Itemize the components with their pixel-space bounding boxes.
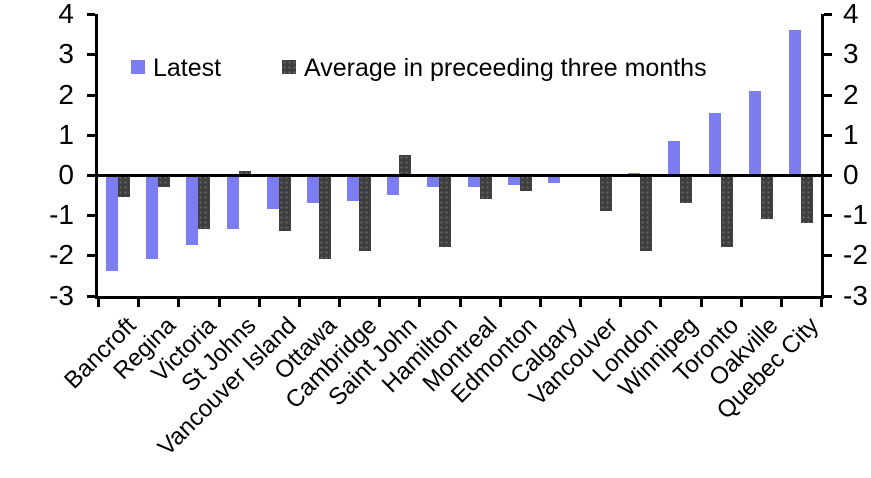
y-tick-label-right: -1 bbox=[843, 199, 868, 231]
y-axis-right bbox=[821, 14, 824, 299]
y-tick-right bbox=[824, 133, 832, 137]
y-tick-right bbox=[824, 254, 832, 258]
x-axis bbox=[95, 296, 824, 299]
bar-average-winnipeg bbox=[680, 175, 693, 204]
bar-latest-london bbox=[628, 172, 641, 175]
bar-average-st-johns bbox=[238, 170, 251, 175]
bar-latest-saint-john bbox=[387, 175, 400, 196]
y-tick-right bbox=[824, 53, 832, 57]
bar-latest-hamilton bbox=[427, 175, 440, 188]
x-tick bbox=[97, 299, 100, 307]
bar-latest-edmonton bbox=[507, 175, 520, 186]
x-tick bbox=[458, 299, 462, 307]
bar-latest-montreal bbox=[467, 175, 480, 188]
bar-latest-st-johns bbox=[226, 175, 239, 230]
bar-average-regina bbox=[158, 175, 171, 188]
bar-average-bancroft bbox=[118, 175, 131, 198]
bar-latest-quebec-city bbox=[788, 30, 801, 175]
bar-latest-vancouver-island bbox=[266, 175, 279, 210]
bar-average-cambridge bbox=[359, 175, 372, 252]
bar-average-vancouver-island bbox=[278, 175, 291, 232]
bar-average-saint-john bbox=[399, 154, 412, 175]
y-tick-label-right: 0 bbox=[843, 159, 859, 190]
x-tick bbox=[579, 299, 582, 307]
x-tick bbox=[297, 299, 301, 307]
x-tick bbox=[418, 299, 422, 307]
x-tick bbox=[177, 299, 181, 307]
zero-line bbox=[95, 174, 824, 177]
bar-latest-calgary bbox=[547, 175, 560, 184]
y-tick-left bbox=[87, 133, 95, 137]
bar-latest-cambridge bbox=[347, 175, 360, 202]
y-tick-left bbox=[87, 53, 95, 57]
bar-average-vancouver bbox=[600, 175, 613, 212]
x-tick bbox=[659, 299, 663, 307]
x-tick bbox=[378, 299, 382, 307]
y-tick-left bbox=[87, 13, 95, 17]
y-tick-right bbox=[824, 174, 832, 177]
x-tick bbox=[619, 299, 623, 307]
bar-latest-oakville bbox=[748, 90, 761, 175]
y-tick-label-left: 3 bbox=[58, 38, 74, 70]
x-tick bbox=[699, 299, 703, 307]
bar-average-victoria bbox=[198, 175, 211, 230]
bar-average-ottawa bbox=[318, 175, 331, 260]
x-tick bbox=[779, 299, 783, 307]
y-tick-right bbox=[824, 214, 832, 218]
bar-average-oakville bbox=[760, 175, 773, 220]
bar-average-london bbox=[640, 175, 653, 252]
bar-latest-toronto bbox=[708, 112, 721, 175]
x-tick bbox=[498, 299, 502, 307]
legend-label-latest: Latest bbox=[153, 54, 222, 82]
y-axis-left bbox=[95, 14, 98, 299]
bar-average-quebec-city bbox=[800, 175, 813, 224]
bar-average-montreal bbox=[479, 175, 492, 200]
y-tick-right bbox=[824, 13, 832, 17]
bar-latest-regina bbox=[146, 175, 159, 260]
x-tick bbox=[137, 299, 141, 307]
bar-average-hamilton bbox=[439, 175, 452, 248]
y-tick-left bbox=[87, 214, 95, 218]
legend-label-average: Average in preceeding three months bbox=[304, 54, 707, 82]
y-tick-label-left: -2 bbox=[49, 239, 74, 271]
y-tick-left bbox=[87, 294, 95, 298]
y-tick-label-right: 3 bbox=[843, 38, 859, 70]
bar-average-toronto bbox=[720, 175, 733, 248]
y-tick-label-left: 0 bbox=[58, 159, 74, 190]
y-tick-label-left: -1 bbox=[49, 199, 74, 231]
x-tick bbox=[739, 299, 743, 307]
legend: Latest Average in preceeding three month… bbox=[0, 54, 871, 84]
y-tick-left bbox=[87, 174, 95, 177]
y-tick-label-left: 1 bbox=[58, 118, 74, 150]
legend-swatch-average-icon bbox=[282, 60, 296, 74]
bar-latest-winnipeg bbox=[668, 140, 681, 175]
y-tick-label-right: 4 bbox=[843, 0, 859, 30]
x-tick bbox=[217, 299, 221, 307]
y-tick-label-right: 2 bbox=[843, 78, 859, 110]
x-tick bbox=[538, 299, 542, 307]
y-tick-label-right: -2 bbox=[843, 239, 868, 271]
y-tick-label-right: -3 bbox=[843, 279, 868, 311]
x-tick bbox=[257, 299, 261, 307]
y-tick-right bbox=[824, 93, 832, 97]
bar-latest-victoria bbox=[186, 175, 199, 246]
legend-swatch-latest-icon bbox=[131, 60, 145, 74]
y-tick-left bbox=[87, 93, 95, 97]
bar-latest-bancroft bbox=[106, 175, 119, 272]
x-tick bbox=[820, 299, 823, 307]
y-tick-left bbox=[87, 254, 95, 258]
y-tick-label-left: 2 bbox=[58, 78, 74, 110]
y-tick-label-left: 4 bbox=[58, 0, 74, 30]
y-tick-label-left: -3 bbox=[49, 279, 74, 311]
bar-latest-ottawa bbox=[306, 175, 319, 204]
y-tick-label-right: 1 bbox=[843, 118, 859, 150]
bar-average-edmonton bbox=[519, 175, 532, 192]
y-tick-right bbox=[824, 294, 832, 298]
x-tick bbox=[338, 299, 341, 307]
